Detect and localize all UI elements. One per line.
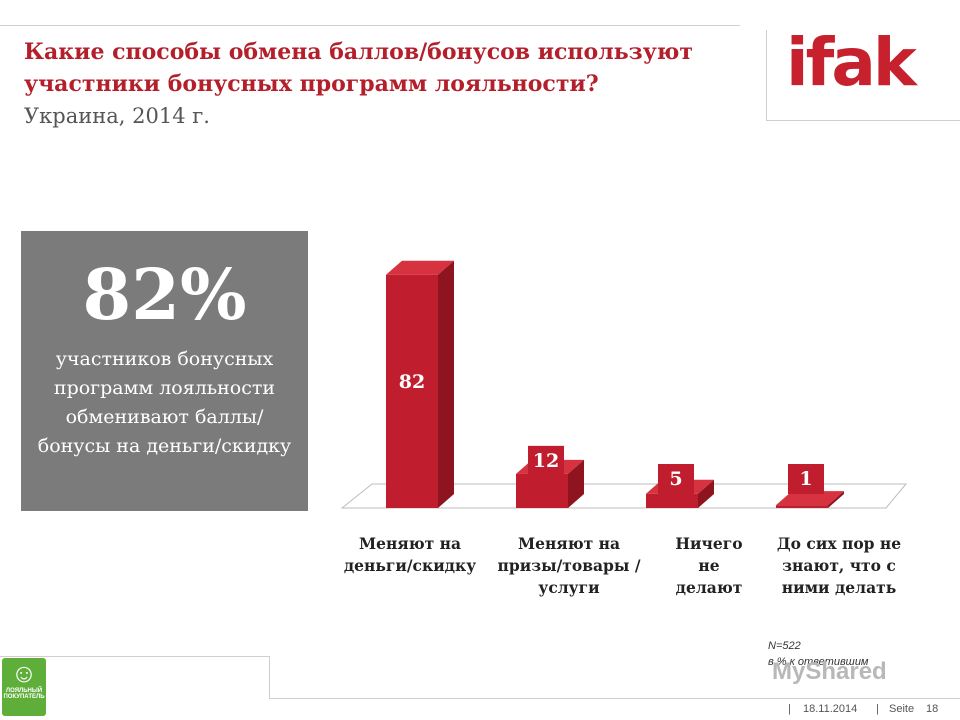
ifak-logo: ifak bbox=[786, 24, 917, 101]
page-title: Какие способы обмена баллов/бонусов испо… bbox=[24, 39, 693, 97]
bar-2 bbox=[646, 493, 698, 508]
footer-date: 18.11.2014 bbox=[803, 703, 858, 715]
bar-side-2 bbox=[698, 479, 714, 508]
highlight-value: 82% bbox=[82, 253, 247, 336]
header-divider-vertical bbox=[766, 30, 767, 120]
header-divider bbox=[0, 25, 740, 26]
page-subtitle: Украина, 2014 г. bbox=[24, 104, 210, 128]
sample-note: N=522 в % к ответившим bbox=[768, 638, 868, 670]
corner-logo-text: ЛОЯЛЬНЫЙ ПОКУПАТЕЛЬ bbox=[3, 688, 45, 700]
footer-page-number: 18 bbox=[926, 703, 939, 715]
data-label-box-0 bbox=[394, 366, 430, 397]
bar-3 bbox=[776, 505, 828, 508]
category-label-3: До сих пор не знают, что с ними делать bbox=[776, 534, 902, 597]
data-label-box-2 bbox=[658, 464, 694, 494]
data-label-box-1 bbox=[528, 445, 564, 476]
data-label-1: 12 bbox=[533, 450, 559, 472]
data-label-box-3 bbox=[788, 464, 824, 494]
data-label-0: 82 bbox=[399, 371, 425, 393]
bar-side-1 bbox=[568, 459, 584, 508]
footer-page-label: Seite bbox=[889, 703, 915, 715]
watermark: MyShared bbox=[772, 658, 887, 685]
bar-chart: 82 12 5 1 bbox=[340, 260, 908, 509]
footer-divider bbox=[0, 656, 270, 657]
footer-divider-bottom bbox=[269, 698, 960, 699]
sample-basis: в % к ответившим bbox=[768, 656, 869, 668]
sample-size: N=522 bbox=[768, 640, 801, 652]
category-label-1: Меняют на призы/товары /услуги bbox=[497, 534, 641, 597]
bar-side-0 bbox=[438, 260, 454, 508]
bar-1 bbox=[516, 473, 568, 508]
data-label-3: 1 bbox=[799, 468, 812, 490]
footer-separator-2: | bbox=[876, 703, 879, 715]
highlight-box: 82% участников бонусных программ лояльно… bbox=[21, 231, 308, 511]
category-label-2: Ничего не делают bbox=[675, 534, 743, 597]
highlight-text: участников бонусных программ лояльности … bbox=[37, 348, 292, 457]
bar-side-3 bbox=[828, 491, 844, 508]
bar-top-0 bbox=[386, 260, 454, 275]
category-label-0: Меняют на деньги/скидку bbox=[343, 534, 477, 575]
header-divider-right bbox=[766, 120, 960, 121]
bar-top-3 bbox=[776, 491, 844, 506]
footer-divider-vertical bbox=[269, 656, 270, 698]
person-icon: ☺ bbox=[10, 658, 38, 688]
data-label-2: 5 bbox=[669, 468, 682, 490]
footer-separator: | bbox=[788, 703, 791, 715]
loyal-buyer-logo: ☺ ЛОЯЛЬНЫЙ ПОКУПАТЕЛЬ bbox=[2, 658, 46, 716]
chart-floor bbox=[340, 483, 908, 509]
